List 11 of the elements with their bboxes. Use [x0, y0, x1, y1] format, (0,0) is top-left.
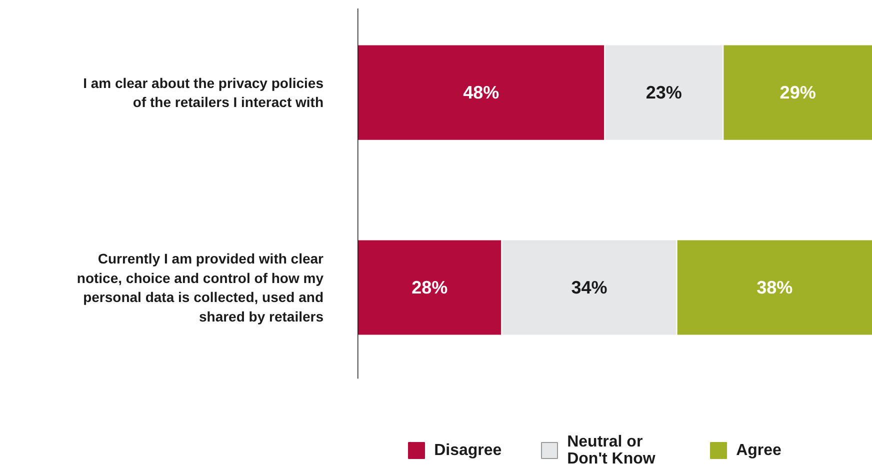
data-label: 29%: [780, 82, 816, 103]
data-label: 28%: [412, 278, 448, 298]
legend-label: Agree: [736, 442, 782, 460]
data-label: 48%: [463, 82, 500, 103]
y-tick-label: I am clear about the privacy policies of the retailers I interact with: [83, 74, 324, 110]
legend-label: Disagree: [434, 442, 502, 460]
data-label: 34%: [571, 278, 608, 298]
y-tick-label: Currently I am provided with clear notice, choice and control of how my personal data is collected, used and shared by retailers: [76, 250, 324, 324]
data-label: 23%: [646, 82, 682, 103]
data-label: 38%: [756, 278, 793, 298]
legend-label: Neutral or Don't Know: [567, 434, 656, 468]
